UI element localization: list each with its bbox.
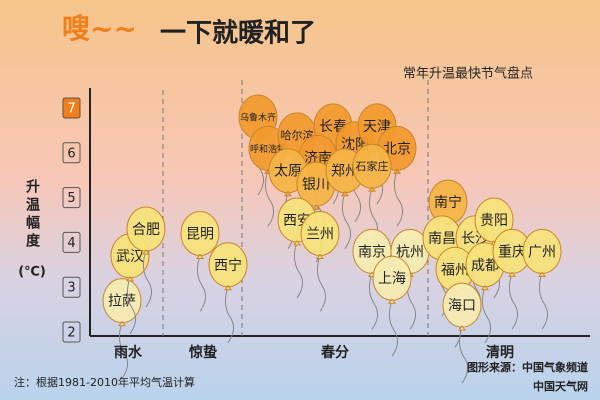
balloon-knot xyxy=(388,298,396,304)
balloon-string xyxy=(368,273,378,330)
y-tick-box xyxy=(62,97,81,119)
x-tick-label: 清明 xyxy=(486,344,514,361)
balloon-string xyxy=(341,192,351,250)
balloon-knot xyxy=(312,204,320,210)
balloon-knot xyxy=(538,271,546,277)
balloon-label: 海口 xyxy=(448,298,476,314)
balloon-label: 贵阳 xyxy=(480,213,508,229)
balloon-label: 天津 xyxy=(363,119,391,135)
balloon-label: 成都 xyxy=(471,258,499,274)
balloon-knot xyxy=(196,253,204,259)
balloon-string xyxy=(508,273,518,330)
balloon-label: 太原 xyxy=(274,164,302,180)
y-tick-label: 4 xyxy=(67,236,75,251)
balloon-string xyxy=(196,255,206,312)
balloon-knot xyxy=(284,190,292,197)
balloon-knot xyxy=(508,271,516,277)
balloon-label: 广州 xyxy=(528,244,556,260)
balloon-label: 福州 xyxy=(441,262,469,278)
y-tick-label: 5 xyxy=(67,191,75,206)
balloon-string xyxy=(538,273,548,330)
title-prefix: 嗖~~ xyxy=(62,12,137,45)
y-tick-label: 2 xyxy=(67,326,75,341)
balloon-label: 郑州 xyxy=(331,164,359,180)
balloon-knot xyxy=(142,249,150,255)
balloon-label: 上海 xyxy=(378,271,406,287)
balloon-knot xyxy=(458,325,466,331)
balloon-string xyxy=(393,170,403,227)
balloon-knot xyxy=(293,240,301,246)
balloon-string xyxy=(118,322,128,379)
subtitle: 常年升温最快节气盘点 xyxy=(403,66,533,82)
balloon-string xyxy=(142,250,152,308)
y-tick-box xyxy=(62,142,81,164)
x-tick-label: 雨水 xyxy=(114,344,143,361)
source: 图形来源：中国气象频道 xyxy=(467,360,588,374)
balloon-string xyxy=(316,255,326,312)
balloon-string xyxy=(388,300,398,357)
balloon-knot xyxy=(224,284,232,291)
footnote: 注：根据1981-2010年平均气温计算 xyxy=(14,375,195,389)
balloon-knot xyxy=(481,284,489,291)
x-tick-label: 惊蛰 xyxy=(188,344,217,361)
balloon-string xyxy=(458,326,468,384)
balloon-knot xyxy=(118,320,126,327)
balloon-knot xyxy=(126,276,134,282)
balloon-label: 银川 xyxy=(302,177,330,193)
balloon-string xyxy=(126,277,136,335)
balloon-label: 昆明 xyxy=(186,226,214,242)
balloon-label: 南京 xyxy=(358,244,386,260)
brand: 中国天气网 xyxy=(533,379,588,393)
balloon-label: 合肥 xyxy=(132,222,160,238)
balloon-string xyxy=(293,241,303,299)
balloon-label: 拉萨 xyxy=(108,294,136,310)
y-tick-box xyxy=(62,321,81,343)
balloon-knot xyxy=(341,190,349,197)
balloon-label: 武汉 xyxy=(116,249,144,265)
balloon-label: 乌鲁木齐 xyxy=(240,111,276,123)
balloon-string xyxy=(481,286,491,344)
y-tick-label: 3 xyxy=(67,281,75,296)
balloon-label: 呼和浩特 xyxy=(250,143,286,155)
balloon-label: 北京 xyxy=(383,141,411,157)
balloon-label: 南昌 xyxy=(428,231,456,247)
y-axis-label: 升温幅度 xyxy=(24,178,40,251)
y-tick-label: 7 xyxy=(67,102,75,117)
balloon-knot xyxy=(393,168,401,174)
balloon-knot xyxy=(316,253,324,259)
title: 一下就暖和了 xyxy=(160,19,316,49)
balloon-label: 济南 xyxy=(304,150,332,166)
balloon-label: 兰州 xyxy=(306,226,334,242)
balloon-label: 石家庄 xyxy=(356,159,389,173)
y-tick-box xyxy=(62,187,81,209)
balloon-label: 哈尔滨 xyxy=(281,128,314,142)
balloon-string xyxy=(264,170,274,227)
y-axis-unit: (℃) xyxy=(18,265,46,280)
balloon-knot xyxy=(368,186,376,192)
balloon-label: 南宁 xyxy=(434,194,462,211)
y-tick-box xyxy=(62,231,81,253)
x-tick-label: 春分 xyxy=(320,344,349,361)
balloon-label: 西宁 xyxy=(214,257,242,274)
y-tick-box xyxy=(62,276,81,298)
y-tick-label: 6 xyxy=(67,146,75,161)
balloon-label: 重庆 xyxy=(498,244,526,260)
balloon-string xyxy=(224,286,234,344)
balloon-label: 杭州 xyxy=(396,244,424,260)
